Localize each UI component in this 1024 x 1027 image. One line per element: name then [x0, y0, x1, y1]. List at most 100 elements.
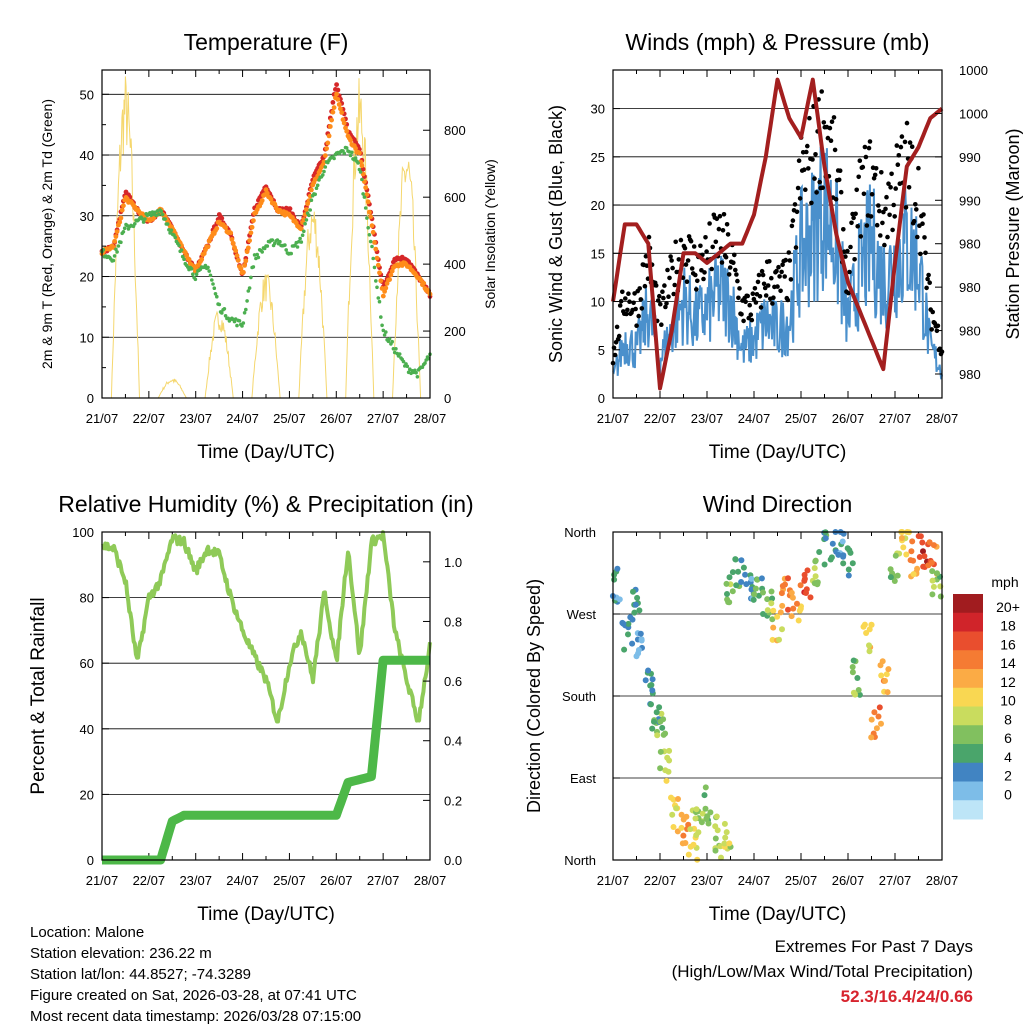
data-point [256, 255, 261, 260]
direction-point [769, 636, 776, 643]
x-tick-label: 25/07 [273, 873, 306, 888]
y-tick-label: 0 [87, 391, 94, 406]
data-point [244, 307, 248, 312]
data-point [241, 321, 246, 325]
gust-point [771, 295, 776, 301]
data-point [401, 359, 406, 364]
data-point [247, 286, 252, 290]
gust-point [698, 243, 703, 249]
y-right-tick-label: 980 [959, 367, 981, 382]
gust-point [623, 296, 628, 301]
direction-point [876, 704, 883, 711]
data-point [210, 278, 214, 282]
direction-point [785, 575, 791, 582]
direction-point [779, 626, 785, 633]
direction-point [764, 607, 771, 614]
gust-point [874, 222, 880, 228]
y-axis-label-4: Direction (Colored By Speed) [524, 579, 544, 813]
data-point [287, 206, 293, 212]
gust-point [873, 166, 879, 171]
direction-point [789, 594, 796, 601]
direction-point [726, 840, 733, 847]
x-tick-label: 25/07 [273, 411, 306, 426]
gust-point [658, 301, 663, 307]
direction-point [673, 805, 680, 812]
direction-point [915, 533, 922, 540]
data-point [249, 275, 253, 280]
y-tick-label: 25 [591, 150, 605, 165]
gust-point [703, 235, 708, 240]
direction-point [879, 658, 886, 665]
y-tick-label: 40 [80, 722, 94, 737]
y-tick-label: 0 [87, 853, 94, 868]
gust-point [876, 203, 881, 208]
data-point [339, 110, 345, 115]
data-point [325, 140, 331, 146]
direction-point [855, 687, 862, 693]
gust-point [806, 166, 811, 171]
gust-point [664, 301, 669, 306]
gust-point [782, 274, 787, 279]
data-point [203, 263, 208, 268]
x-tick-label: 26/07 [832, 411, 865, 426]
data-point [243, 258, 249, 264]
y-tick-label: 0 [598, 391, 605, 406]
y-tick-label: 10 [591, 295, 605, 310]
gust-point [902, 139, 908, 145]
data-point [235, 257, 241, 263]
gust-point [926, 272, 931, 278]
data-point [278, 239, 282, 244]
plot-frame-3 [101, 531, 431, 861]
data-point [397, 352, 402, 356]
gust-point [854, 187, 859, 193]
direction-point [729, 569, 736, 576]
direction-point [822, 535, 829, 542]
gust-point [778, 288, 783, 294]
gust-point [828, 138, 834, 143]
data-point [388, 272, 394, 278]
direction-point [794, 600, 800, 607]
gust-point [672, 282, 677, 288]
direction-point [649, 725, 656, 732]
direction-point [900, 544, 907, 551]
data-point [362, 195, 367, 199]
gust-point [903, 205, 909, 210]
colorbar-label: 20+ [996, 599, 1020, 615]
direction-point [926, 539, 933, 546]
gust-point [704, 249, 709, 254]
gust-point [864, 223, 870, 228]
gust-point [735, 278, 740, 284]
colorbar-label: 14 [1000, 655, 1016, 671]
gust-point [789, 223, 795, 229]
x-tick-label: 23/07 [179, 873, 212, 888]
direction-point [892, 552, 899, 559]
x-tick-label: 27/07 [367, 411, 400, 426]
x-tick-label: 21/07 [86, 411, 119, 426]
gust-point [805, 143, 810, 149]
direction-point [651, 718, 657, 725]
gust-point [634, 323, 639, 329]
direction-point [868, 621, 875, 628]
direction-point [788, 589, 795, 596]
direction-point [840, 560, 847, 567]
direction-point [663, 777, 670, 784]
gust-point [760, 272, 766, 278]
series-total-precipitation [99, 655, 433, 865]
data-point [372, 240, 377, 245]
gust-point [845, 248, 850, 254]
series-gust [610, 89, 945, 366]
x-tick-label: 24/07 [226, 873, 259, 888]
gust-point [787, 258, 793, 263]
gust-point [796, 158, 802, 163]
gust-point [817, 179, 822, 185]
colorbar-swatch [953, 631, 983, 651]
direction-point [804, 567, 811, 574]
gust-point [867, 139, 873, 144]
plot-frame-2 [612, 69, 943, 399]
gust-point [809, 200, 814, 206]
y-tick-label: 20 [591, 198, 605, 213]
data-point [368, 239, 373, 244]
gust-point [661, 295, 666, 301]
direction-point [754, 576, 761, 583]
